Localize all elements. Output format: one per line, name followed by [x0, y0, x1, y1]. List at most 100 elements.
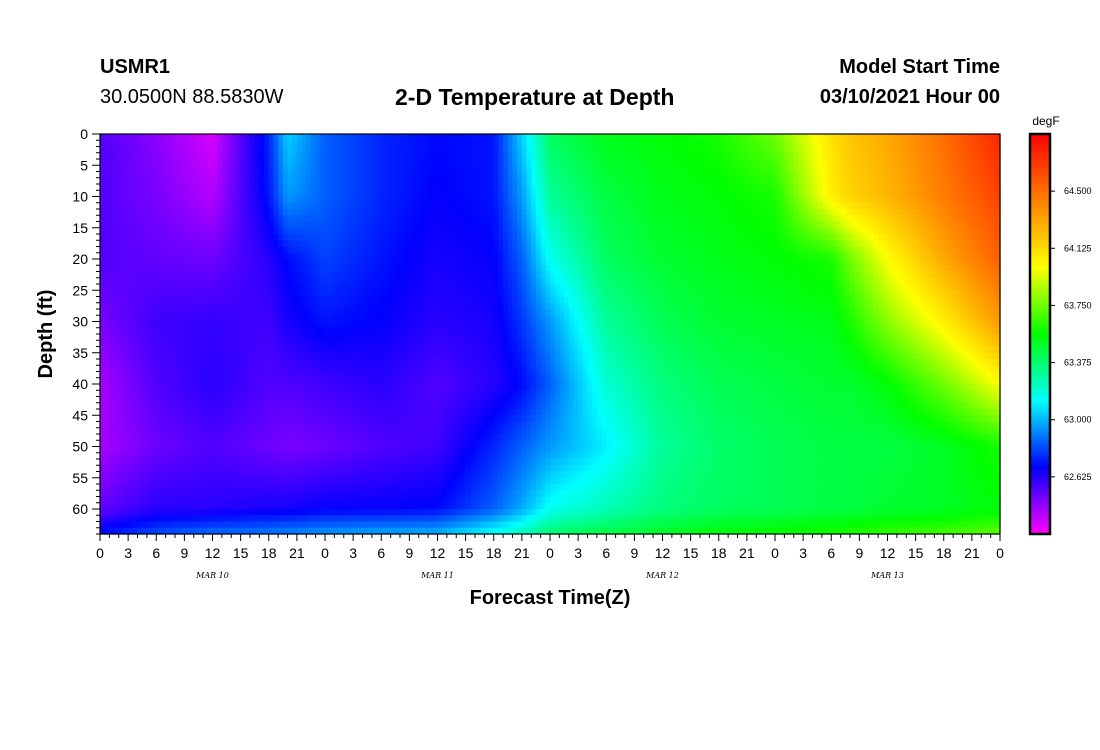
heatmap-cell [667, 247, 672, 254]
heatmap-cell [972, 259, 977, 266]
heatmap-cell [288, 197, 293, 204]
heatmap-cell [433, 265, 438, 272]
heatmap-cell [733, 172, 738, 179]
heatmap-cell [419, 222, 424, 229]
heatmap-cell [480, 253, 485, 260]
heatmap-cell [972, 265, 977, 272]
heatmap-cell [489, 197, 494, 204]
heatmap-cell [466, 240, 471, 247]
heatmap-cell [325, 147, 330, 154]
heatmap-cell [808, 215, 813, 222]
heatmap-cell [292, 278, 297, 285]
heatmap-cell [241, 184, 246, 191]
heatmap-cell [409, 259, 414, 266]
heatmap-cell [297, 134, 302, 141]
heatmap-cell [606, 272, 611, 279]
heatmap-cell [227, 259, 232, 266]
heatmap-cell [869, 253, 874, 260]
heatmap-cell [888, 284, 893, 291]
heatmap-cell [569, 228, 574, 235]
heatmap-cell [292, 140, 297, 147]
heatmap-cell [470, 228, 475, 235]
heatmap-cell [405, 134, 410, 141]
heatmap-cell [452, 190, 457, 197]
heatmap-cell [194, 197, 199, 204]
heatmap-cell [119, 228, 124, 235]
heatmap-cell [972, 165, 977, 172]
heatmap-cell [381, 172, 386, 179]
heatmap-cell [372, 234, 377, 241]
heatmap-cell [522, 178, 527, 185]
heatmap-cell [513, 222, 518, 229]
heatmap-cell [766, 178, 771, 185]
heatmap-cell [372, 159, 377, 166]
heatmap-cell [175, 140, 180, 147]
heatmap-cell [175, 278, 180, 285]
heatmap-cell [920, 278, 925, 285]
heatmap-cell [109, 203, 114, 210]
heatmap-cell [836, 253, 841, 260]
heatmap-cell [522, 190, 527, 197]
heatmap-cell [264, 259, 269, 266]
heatmap-cell [498, 234, 503, 241]
heatmap-cell [433, 203, 438, 210]
heatmap-cell [306, 184, 311, 191]
heatmap-cell [208, 203, 213, 210]
heatmap-cell [245, 278, 250, 285]
heatmap-cell [545, 165, 550, 172]
heatmap-cell [592, 253, 597, 260]
heatmap-cell [663, 259, 668, 266]
heatmap-cell [634, 215, 639, 222]
heatmap-cell [991, 197, 996, 204]
heatmap-cell [897, 259, 902, 266]
heatmap-cell [545, 284, 550, 291]
heatmap-cell [447, 272, 452, 279]
heatmap-cell [123, 197, 128, 204]
heatmap-cell [667, 165, 672, 172]
heatmap-cell [934, 159, 939, 166]
heatmap-cell [681, 140, 686, 147]
heatmap-cell [320, 197, 325, 204]
heatmap-cell [681, 203, 686, 210]
heatmap-cell [658, 284, 663, 291]
heatmap-cell [634, 265, 639, 272]
heatmap-cell [119, 159, 124, 166]
heatmap-cell [452, 290, 457, 297]
heatmap-cell [409, 222, 414, 229]
heatmap-cell [944, 247, 949, 254]
heatmap-cell [798, 234, 803, 241]
heatmap-cell [836, 203, 841, 210]
heatmap-cell [564, 215, 569, 222]
heatmap-cell [386, 222, 391, 229]
heatmap-cell [391, 159, 396, 166]
heatmap-cell [803, 290, 808, 297]
heatmap-cell [386, 284, 391, 291]
heatmap-cell [789, 234, 794, 241]
heatmap-cell [864, 203, 869, 210]
heatmap-cell [602, 165, 607, 172]
heatmap-cell [269, 278, 274, 285]
heatmap-cell [109, 247, 114, 254]
heatmap-cell [292, 203, 297, 210]
heatmap-cell [798, 253, 803, 260]
heatmap-cell [920, 197, 925, 204]
heatmap-cell [189, 259, 194, 266]
heatmap-field [100, 134, 1001, 535]
heatmap-cell [541, 153, 546, 160]
heatmap-cell [930, 197, 935, 204]
heatmap-cell [138, 209, 143, 216]
heatmap-cell [583, 184, 588, 191]
heatmap-cell [498, 240, 503, 247]
heatmap-cell [241, 153, 246, 160]
heatmap-cell [259, 203, 264, 210]
heatmap-cell [770, 178, 775, 185]
heatmap-cell [925, 284, 930, 291]
heatmap-cell [105, 147, 110, 154]
heatmap-cell [658, 240, 663, 247]
heatmap-cell [602, 259, 607, 266]
heatmap-cell [658, 147, 663, 154]
heatmap-cell [677, 272, 682, 279]
heatmap-cell [588, 178, 593, 185]
heatmap-cell [470, 290, 475, 297]
heatmap-cell [208, 190, 213, 197]
